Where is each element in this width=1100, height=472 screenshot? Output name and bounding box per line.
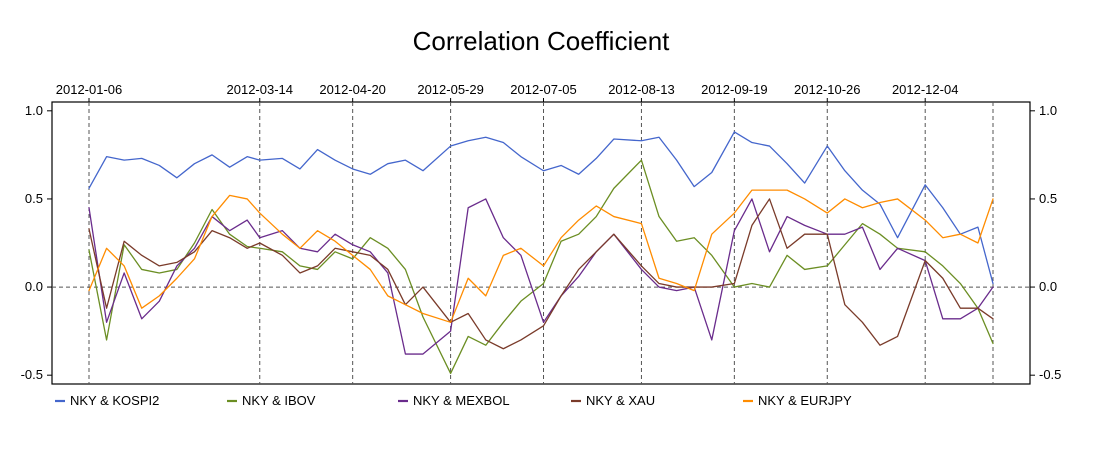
legend-label-3: NKY & MEXBOL (413, 393, 510, 408)
plot-frame (51, 101, 1031, 385)
x-tick-label: 2012-07-05 (510, 82, 577, 97)
legend-label-4: NKY & XAU (586, 393, 655, 408)
y-tick-label-right: 0.0 (1039, 279, 1057, 294)
legend-label-5: NKY & EURJPY (758, 393, 852, 408)
series-line-4 (88, 198, 994, 350)
x-tick-label: 2012-09-19 (701, 82, 768, 97)
y-tick-label-left: 0.5 (25, 191, 43, 206)
series-line-2 (88, 159, 994, 375)
y-tick-label-left: -0.5 (21, 367, 43, 382)
x-tick-label: 2012-10-26 (794, 82, 861, 97)
y-tick-label-right: 1.0 (1039, 103, 1057, 118)
chart-title: Correlation Coefficient (413, 26, 671, 56)
x-tick-label: 2012-05-29 (417, 82, 484, 97)
x-tick-label: 2012-03-14 (227, 82, 294, 97)
y-tick-label-left: 1.0 (25, 103, 43, 118)
x-tick-label: 2012-12-04 (892, 82, 959, 97)
y-tick-label-right: -0.5 (1039, 367, 1061, 382)
series-line-3 (88, 198, 994, 355)
plot-layer: 2012-01-06 2012-03-14 2012-04-20 2012-05-29… (21, 82, 1061, 385)
x-tick-label: 2012-04-20 (319, 82, 386, 97)
x-tick-label: 2012-01-06 (56, 82, 123, 97)
legend-label-2: NKY & IBOV (242, 393, 316, 408)
y-tick-label-right: 0.5 (1039, 191, 1057, 206)
legend: NKY & KOSPI2 NKY & IBOV NKY & MEXBOL NKY & … (55, 393, 852, 408)
legend-label-1: NKY & KOSPI2 (70, 393, 159, 408)
series-line-1 (88, 131, 994, 285)
y-tick-label-left: 0.0 (25, 279, 43, 294)
series-line-5 (88, 189, 994, 323)
x-tick-label: 2012-08-13 (608, 82, 675, 97)
